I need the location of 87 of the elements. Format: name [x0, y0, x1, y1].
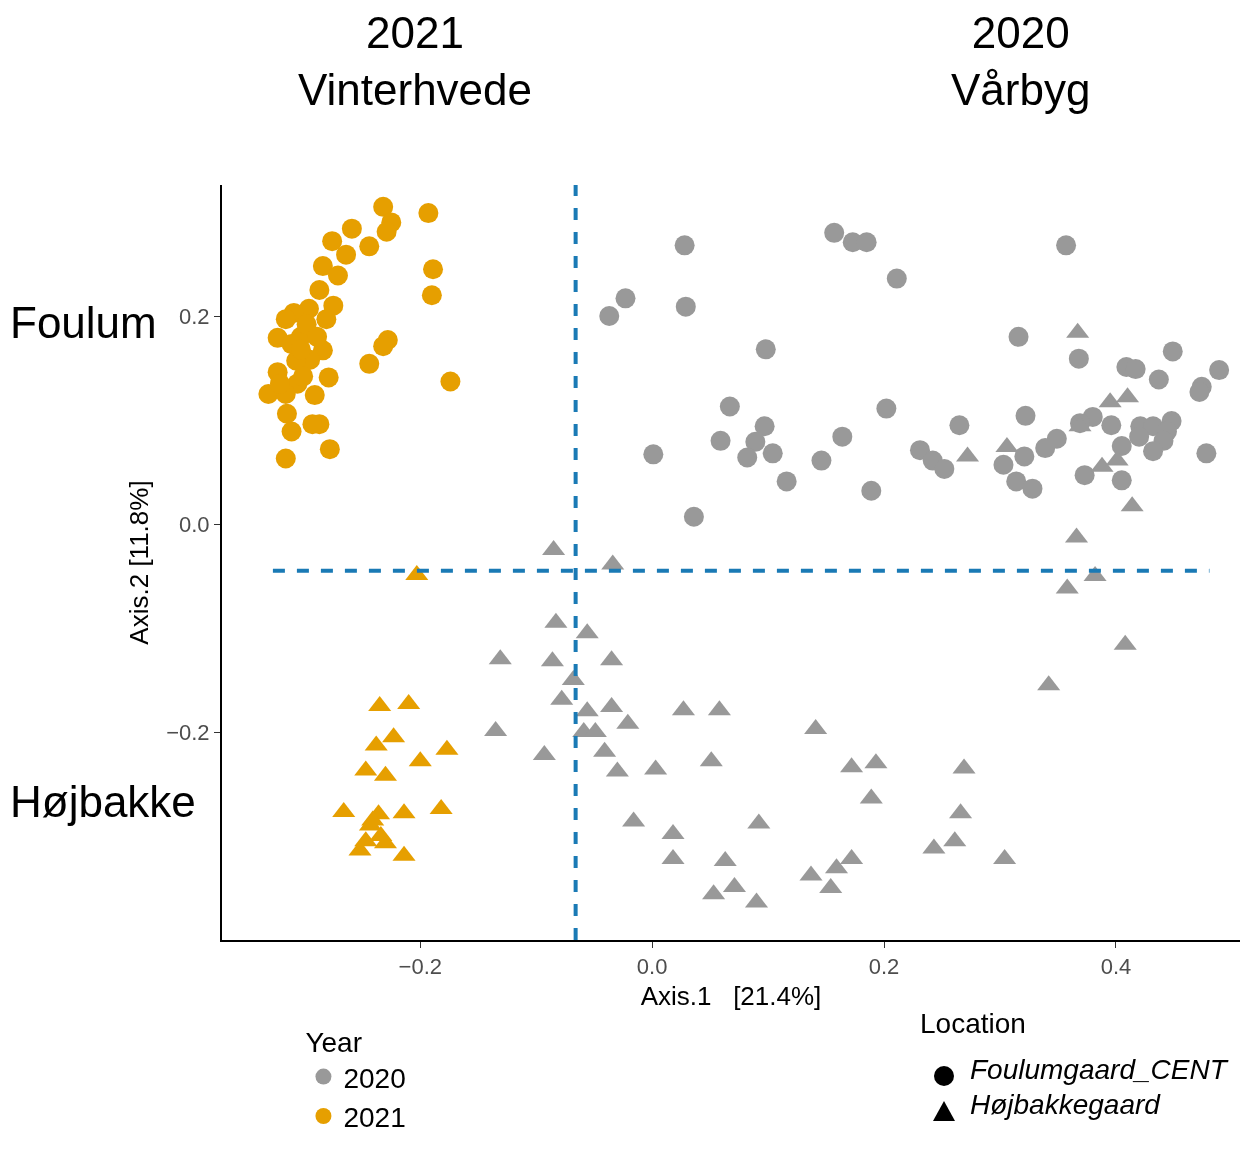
text: 2021 Vinterhvede [298, 8, 533, 115]
point [440, 371, 461, 392]
point [293, 366, 314, 387]
point [336, 244, 357, 265]
point [856, 232, 877, 253]
point [304, 385, 325, 406]
x-tick-label: 0.0 [636, 954, 668, 980]
point [832, 426, 853, 447]
point [1022, 478, 1043, 499]
point [762, 443, 783, 464]
point [1014, 446, 1035, 467]
point [949, 415, 970, 436]
point [373, 196, 394, 217]
point [993, 454, 1014, 475]
point [1006, 471, 1027, 492]
point [373, 336, 394, 357]
point [1111, 436, 1132, 457]
point [776, 471, 797, 492]
point [359, 236, 380, 257]
point [1148, 369, 1169, 390]
point [275, 309, 296, 330]
point [318, 367, 339, 388]
point [1035, 438, 1056, 459]
y-axis-title: Axis.2 [11.8%] [124, 480, 155, 645]
x-tick-label: −0.2 [398, 954, 442, 980]
x-axis-title: Axis.1 [21.4%] [640, 980, 822, 1011]
point [674, 235, 695, 256]
point [675, 296, 696, 317]
legend-title: Year [305, 1026, 363, 1058]
x-tick-label: 0.4 [1100, 954, 1132, 980]
point [276, 403, 297, 424]
text: Foulumgaard_CENT [970, 1054, 1229, 1085]
point [615, 288, 636, 309]
point [319, 439, 340, 460]
point [309, 280, 330, 301]
point [754, 416, 775, 437]
point [1101, 415, 1122, 436]
point [1162, 341, 1183, 362]
text: Location [920, 1008, 1026, 1039]
point [327, 265, 348, 286]
point [755, 339, 776, 360]
point [934, 458, 955, 479]
point [1143, 441, 1164, 462]
text: Højbakke [10, 777, 196, 826]
point [1056, 235, 1077, 256]
point [811, 450, 832, 471]
y-tick-label: 0.0 [179, 511, 210, 537]
point [824, 222, 845, 243]
x-tick-label: 0.2 [868, 954, 900, 980]
point [418, 203, 439, 224]
point [341, 218, 362, 239]
point [910, 440, 930, 461]
point [1196, 443, 1217, 464]
legend-label: 2020 [343, 1062, 406, 1094]
point [376, 221, 397, 242]
point [322, 231, 343, 252]
point [599, 306, 620, 327]
point [423, 259, 444, 280]
point [737, 447, 758, 468]
point [683, 506, 704, 527]
point [359, 353, 380, 374]
point [1074, 465, 1095, 486]
point [719, 396, 740, 417]
point [1015, 405, 1036, 426]
point [1209, 360, 1230, 381]
y-tick-label: −0.2 [166, 719, 210, 745]
point [710, 430, 731, 451]
point [643, 444, 664, 465]
point [1008, 326, 1029, 347]
point [1125, 359, 1146, 380]
legend-label: 2021 [343, 1101, 406, 1133]
point [876, 398, 897, 419]
point [1068, 348, 1089, 369]
point [861, 480, 882, 501]
y-tick-label: 0.2 [179, 303, 210, 329]
point [886, 268, 907, 289]
text: 2020 Vårbyg [951, 8, 1091, 115]
text: Højbakkegaard [970, 1089, 1162, 1120]
point [312, 256, 333, 277]
point [421, 285, 442, 306]
point [307, 326, 328, 347]
point [745, 431, 766, 452]
point [316, 309, 337, 330]
text: Foulum [10, 298, 157, 347]
point [1111, 470, 1132, 491]
point [275, 448, 296, 469]
point [281, 421, 302, 442]
